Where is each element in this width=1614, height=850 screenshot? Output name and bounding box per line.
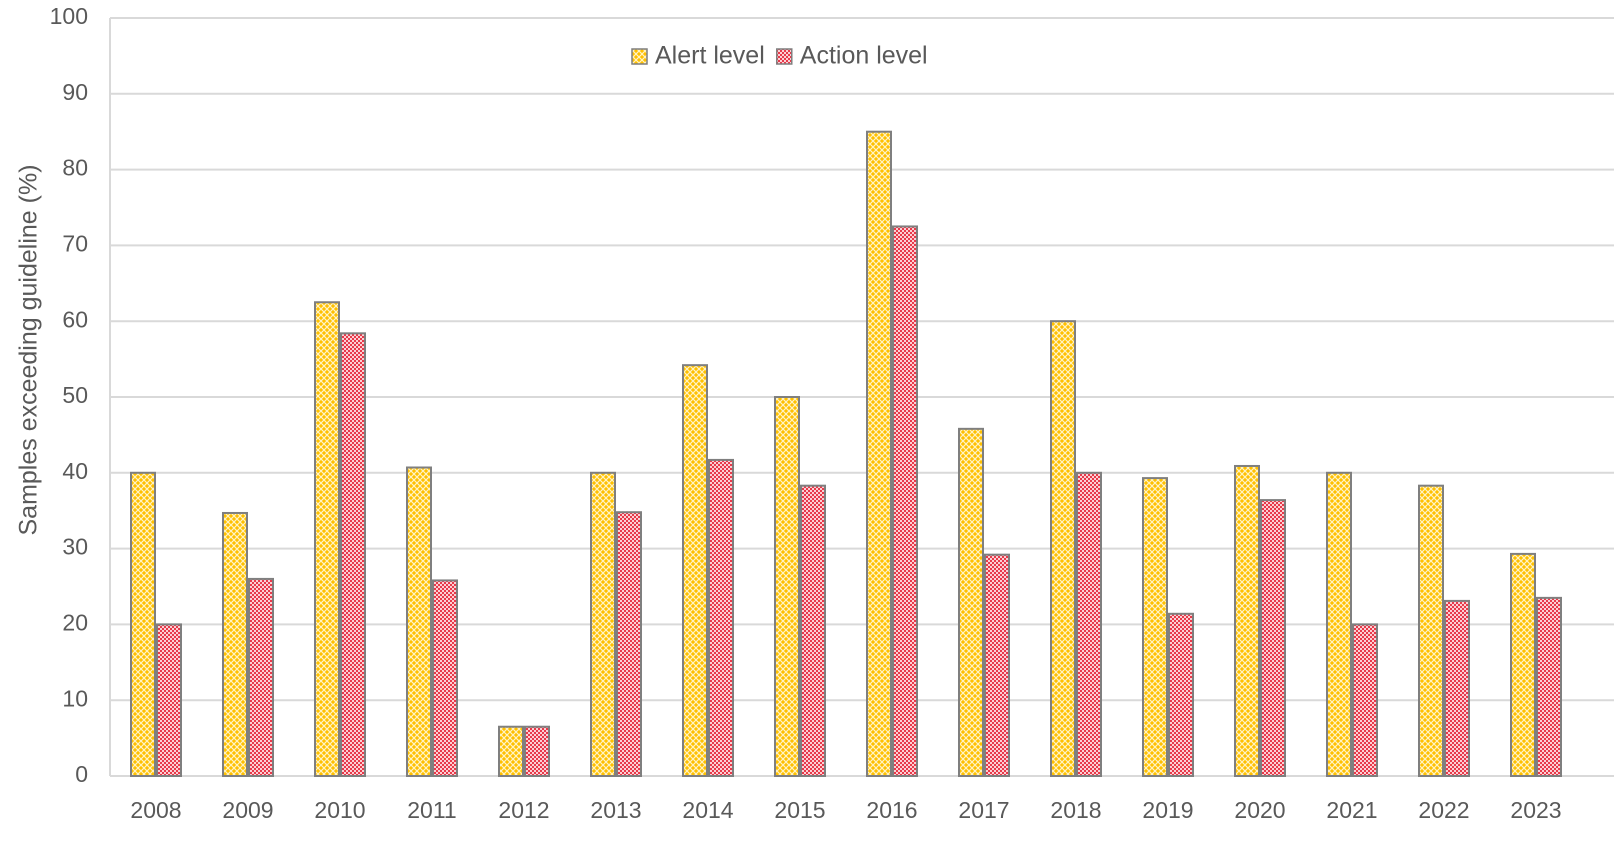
y-axis-label: Samples exceeding guideline (%)	[15, 164, 43, 535]
x-tick-label: 2012	[498, 797, 549, 823]
bar	[498, 725, 524, 777]
x-tick-label: 2015	[774, 797, 825, 823]
x-tick-label: 2019	[1142, 797, 1193, 823]
bar	[1418, 484, 1444, 777]
x-tick-label: 2022	[1418, 797, 1469, 823]
x-tick-label: 2021	[1326, 797, 1377, 823]
bar	[958, 427, 984, 777]
bar	[1260, 499, 1286, 777]
x-tick-label: 2013	[590, 797, 641, 823]
bar	[130, 471, 156, 777]
x-tick-label: 2014	[682, 797, 733, 823]
x-tick-label: 2008	[130, 797, 181, 823]
bar	[1536, 596, 1562, 777]
bar	[222, 511, 248, 777]
bar	[524, 725, 550, 777]
bar	[314, 301, 340, 777]
legend-label: Action level	[800, 42, 928, 70]
x-tick-label: 2023	[1510, 797, 1561, 823]
legend-label: Alert level	[655, 42, 765, 70]
y-tick-label: 20	[62, 609, 88, 635]
y-tick-label: 60	[62, 306, 88, 332]
bar	[800, 484, 826, 777]
x-tick-label: 2009	[222, 797, 273, 823]
bar	[1352, 623, 1378, 778]
y-tick-label: 10	[62, 685, 88, 711]
bar	[1076, 471, 1102, 777]
y-tick-label: 0	[75, 761, 88, 787]
bar	[1326, 471, 1352, 777]
y-tick-label: 100	[50, 3, 88, 29]
bar	[248, 577, 274, 777]
x-tick-label: 2020	[1234, 797, 1285, 823]
y-tick-label: 30	[62, 534, 88, 560]
x-tick-label: 2016	[866, 797, 917, 823]
bar	[774, 396, 800, 777]
bar	[1050, 320, 1076, 777]
bar	[708, 458, 734, 777]
bar	[1168, 612, 1194, 778]
bar	[1510, 552, 1536, 777]
bar	[1444, 599, 1470, 777]
y-tick-label: 40	[62, 458, 88, 484]
bar	[590, 471, 616, 777]
bar	[432, 579, 458, 777]
x-tick-label: 2010	[314, 797, 365, 823]
bar	[1234, 464, 1260, 777]
y-tick-label: 80	[62, 155, 88, 181]
x-tick-label: 2018	[1050, 797, 1101, 823]
x-tick-label: 2017	[958, 797, 1009, 823]
y-tick-label: 90	[62, 79, 88, 105]
bar	[892, 225, 918, 777]
x-tick-label: 2011	[407, 797, 456, 823]
bar	[682, 364, 708, 777]
legend-swatch	[776, 48, 793, 65]
bar	[984, 553, 1010, 777]
bar	[866, 130, 892, 777]
bar	[156, 623, 182, 778]
y-tick-label: 70	[62, 230, 88, 256]
bar	[406, 466, 432, 777]
y-tick-label: 50	[62, 382, 88, 408]
legend-swatch	[631, 48, 648, 65]
bar	[1142, 477, 1168, 777]
bar	[616, 511, 642, 777]
bar	[340, 332, 366, 777]
